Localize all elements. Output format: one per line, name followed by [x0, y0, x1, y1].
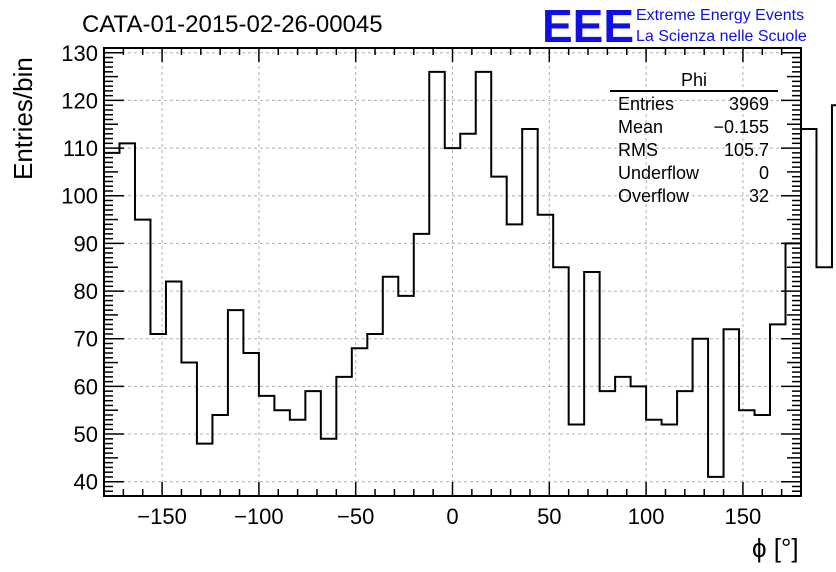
- histogram-bin: [522, 129, 537, 496]
- histogram-bin: [553, 267, 568, 496]
- x-axis-ticks: −150 −100 −50 0 50 100 150: [103, 48, 802, 529]
- histogram-bin: [197, 444, 212, 496]
- y-axis-ticks: 40 50 60 70 80 90 100 110 120 130: [61, 41, 801, 497]
- stats-label: Underflow: [618, 163, 700, 183]
- histogram-bin: [801, 129, 816, 496]
- histogram-bin: [724, 329, 739, 496]
- histogram-bin: [631, 386, 646, 496]
- histogram-bin: [243, 353, 258, 496]
- y-tick-label: 50: [74, 422, 98, 447]
- histogram-bin: [584, 272, 599, 496]
- y-axis-label: Entries/bin: [8, 57, 38, 180]
- x-tick-label: −100: [234, 504, 284, 529]
- histogram-bin: [135, 220, 150, 496]
- stats-label: RMS: [618, 140, 658, 160]
- histogram-outline: [104, 70, 836, 478]
- histogram-bin: [429, 72, 444, 496]
- y-tick-label: 100: [61, 184, 98, 209]
- histogram-bin: [662, 425, 677, 496]
- histogram-bin: [305, 391, 320, 496]
- logo-line-2: La Scienza nelle Scuole: [636, 28, 807, 45]
- histogram-bin: [228, 310, 243, 496]
- histogram-bin: [150, 334, 165, 496]
- histogram-bin: [693, 339, 708, 496]
- histogram-bin: [816, 267, 831, 496]
- histogram-bin: [166, 282, 181, 496]
- x-tick-label: 150: [725, 504, 762, 529]
- histogram-bin: [739, 410, 754, 496]
- histogram-bin: [321, 439, 336, 496]
- histogram-bin: [538, 215, 553, 496]
- histogram-bin: [352, 348, 367, 496]
- stats-value: 0: [759, 163, 769, 183]
- x-axis-label: ϕ [°]: [752, 533, 799, 563]
- y-tick-label: 40: [74, 470, 98, 495]
- stats-label: Entries: [618, 94, 674, 114]
- y-tick-label: 60: [74, 374, 98, 399]
- histogram-bin: [646, 420, 661, 496]
- stats-label: Mean: [618, 117, 663, 137]
- histogram-bin: [414, 234, 429, 496]
- x-tick-label: 100: [628, 504, 665, 529]
- x-tick-label: −50: [337, 504, 374, 529]
- y-tick-label: 70: [74, 327, 98, 352]
- stats-value: −0.155: [713, 117, 769, 137]
- x-tick-label: −150: [137, 504, 187, 529]
- histogram-bin: [367, 334, 382, 496]
- stats-value: 32: [749, 186, 769, 206]
- grid-lines: [104, 48, 801, 496]
- histogram-bin: [615, 377, 630, 496]
- stats-box: Phi Entries 3969 Mean −0.155 RMS 105.7 Underfl…: [610, 70, 778, 206]
- histogram-bin: [600, 391, 615, 496]
- histogram-bin: [259, 396, 274, 496]
- y-tick-label: 120: [61, 88, 98, 113]
- histogram-bin: [677, 391, 692, 496]
- histogram-bin: [274, 410, 289, 496]
- x-tick-label: 0: [446, 504, 458, 529]
- histogram-bin: [336, 377, 351, 496]
- histogram-bin: [770, 324, 785, 496]
- histogram-bin: [383, 277, 398, 496]
- histogram-bin: [476, 72, 491, 496]
- histogram-bin: [491, 177, 506, 496]
- histogram-bin: [755, 415, 770, 496]
- y-tick-label: 110: [63, 136, 98, 161]
- x-tick-label: 50: [537, 504, 561, 529]
- histogram-bin: [181, 363, 196, 496]
- histogram-bin: [460, 134, 475, 496]
- histogram-bin: [290, 420, 305, 496]
- y-tick-label: 80: [74, 279, 98, 304]
- stats-value: 105.7: [724, 140, 769, 160]
- histogram-bin: [708, 477, 723, 496]
- y-tick-label: 90: [74, 231, 98, 256]
- histogram-bin: [398, 296, 413, 496]
- logo-line-1: Extreme Energy Events: [636, 7, 804, 24]
- plot-frame: [103, 47, 802, 497]
- logo-mark: EEE: [542, 0, 634, 52]
- stats-title: Phi: [681, 70, 707, 90]
- histogram-bin: [569, 425, 584, 496]
- chart-title: CATA-01-2015-02-26-00045: [82, 11, 383, 38]
- stats-label: Overflow: [618, 186, 690, 206]
- histogram-bin: [212, 415, 227, 496]
- eee-logo: EEE Extreme Energy Events La Scienza nel…: [542, 0, 807, 52]
- stats-value: 3969: [729, 94, 769, 114]
- histogram-bin: [507, 224, 522, 496]
- y-tick-label: 130: [61, 41, 98, 66]
